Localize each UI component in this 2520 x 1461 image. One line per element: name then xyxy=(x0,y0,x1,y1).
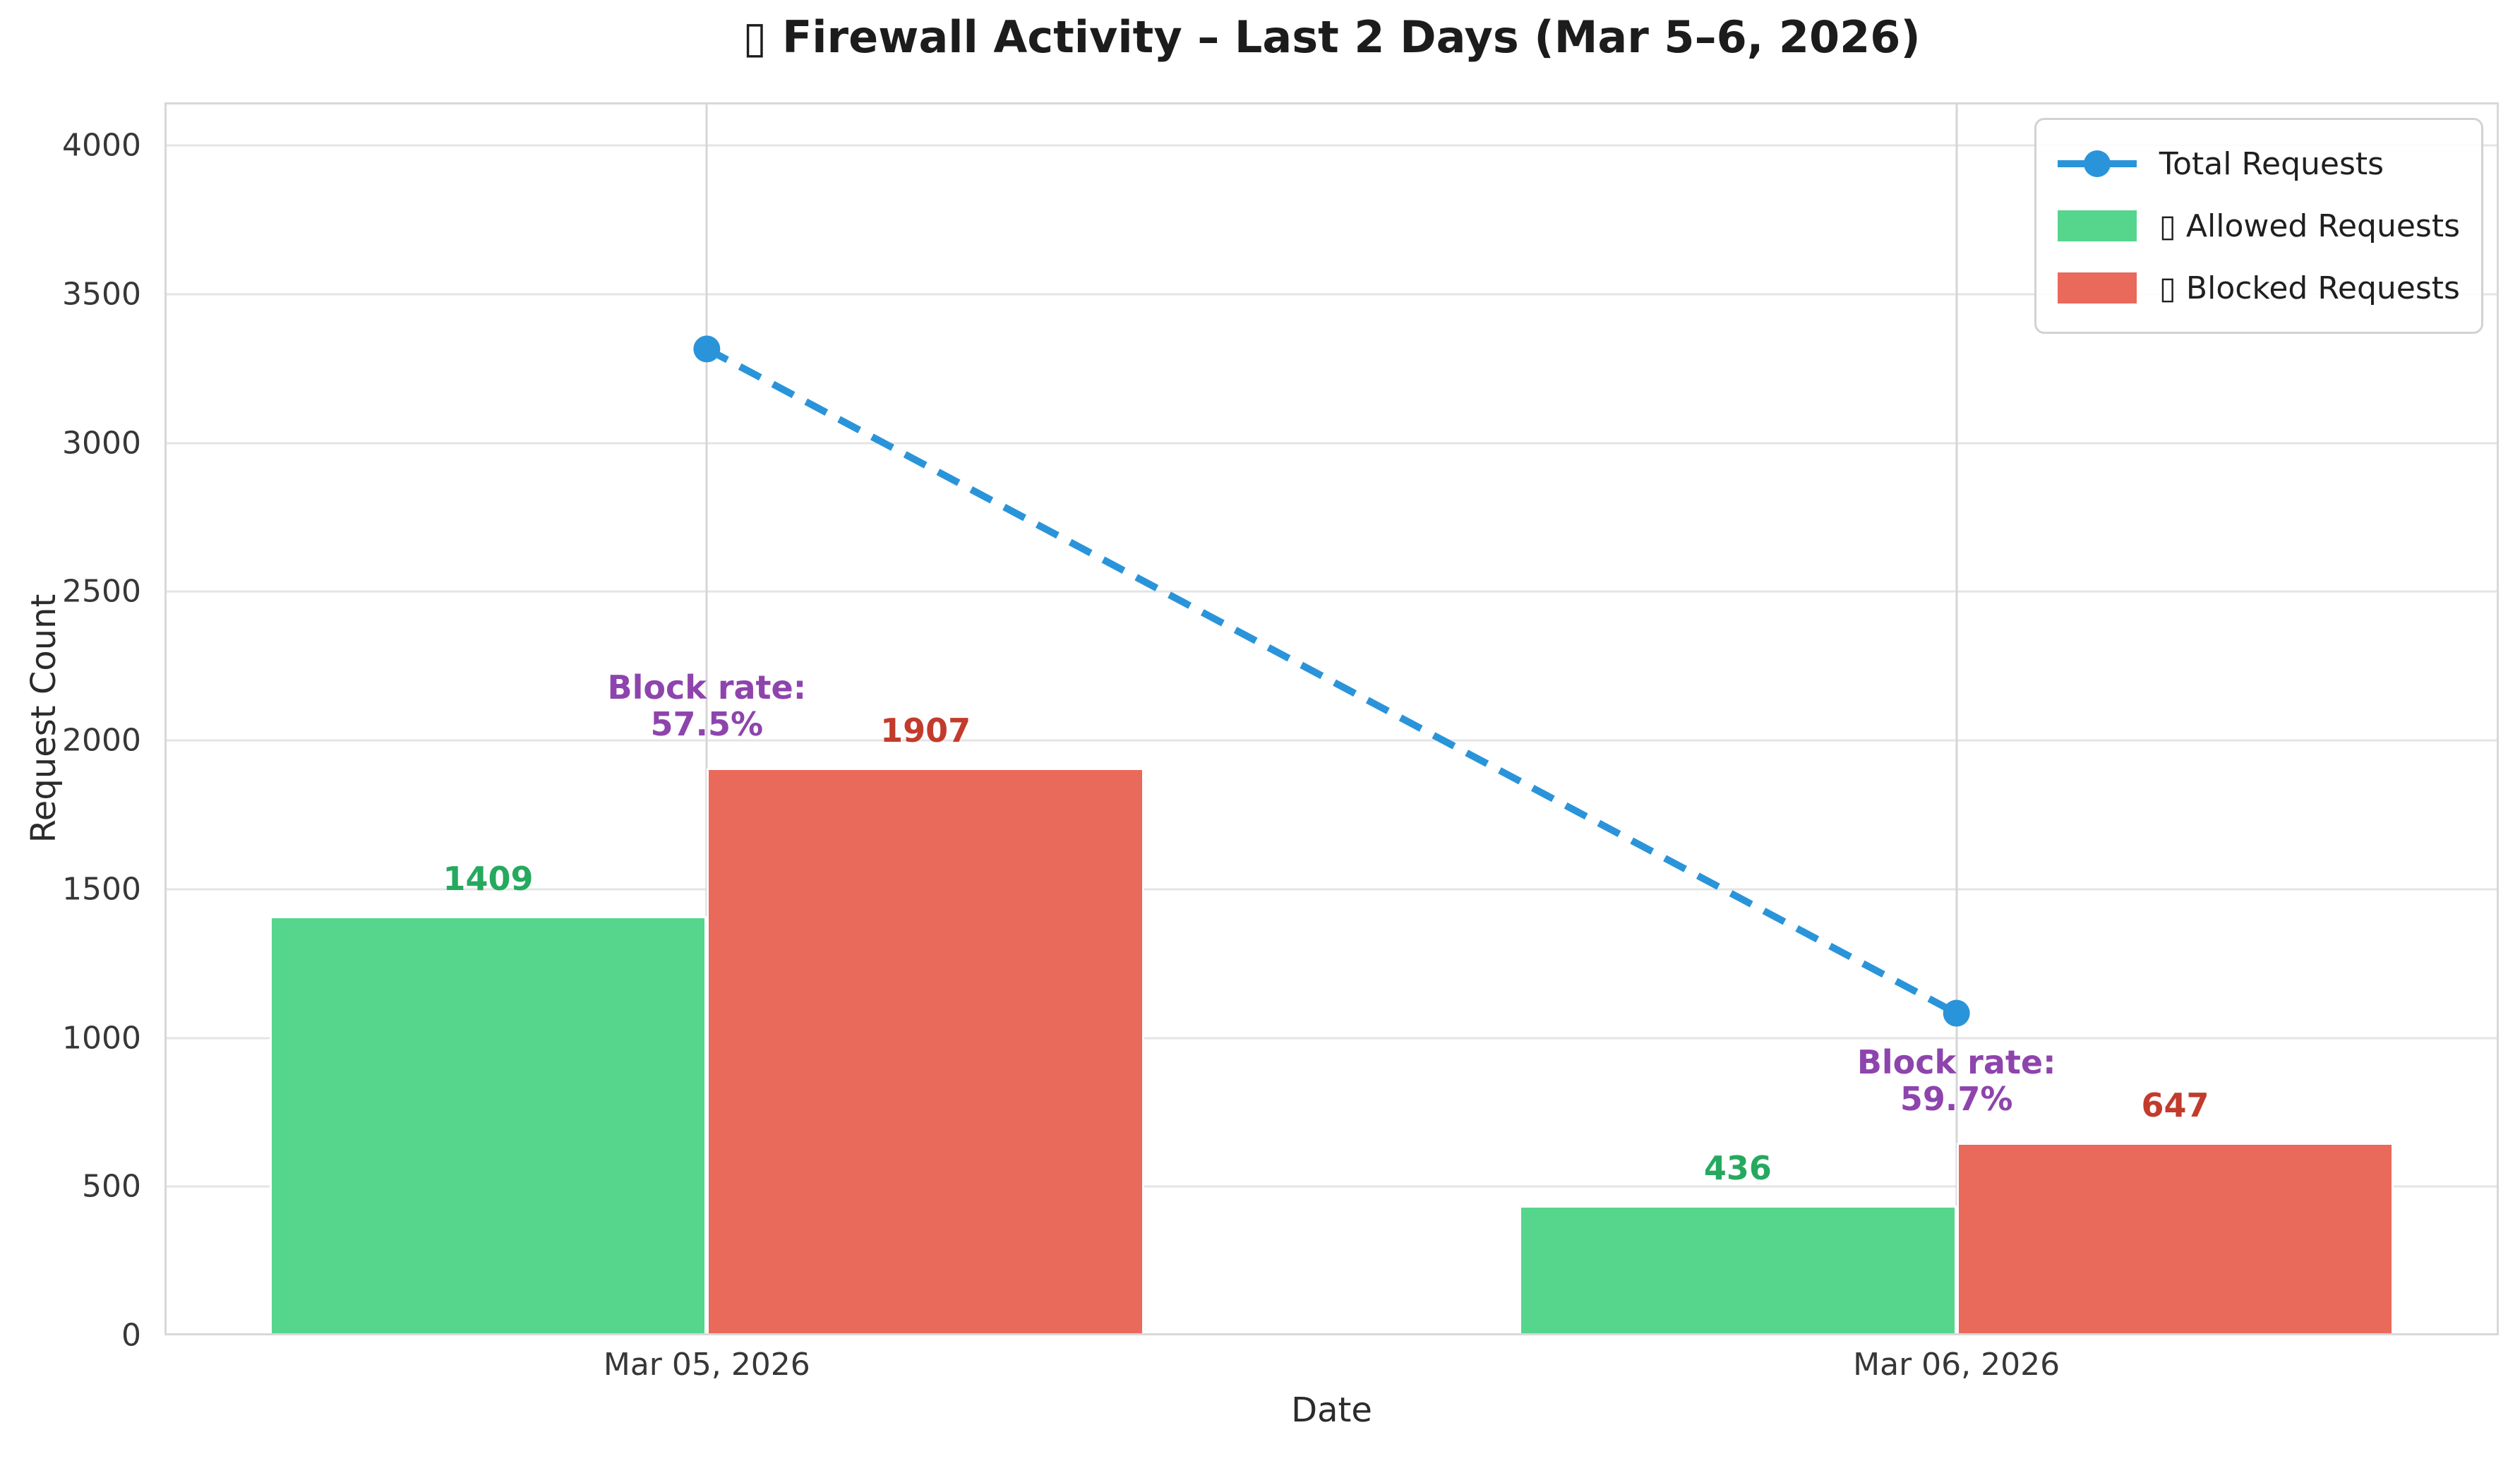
annotation-mar-05-2026: Block rate: 57.5% xyxy=(608,669,807,742)
y-tick-0: 0 xyxy=(121,1317,141,1354)
gridline-y-500 xyxy=(164,1185,2499,1188)
annotation-line-1: Block rate: xyxy=(607,668,807,707)
total-requests-line xyxy=(704,345,1959,1016)
gridline-x-mar-06-2026 xyxy=(1955,102,1958,1335)
y-tick-3500: 3500 xyxy=(62,276,141,313)
allowed-requests-value-mar-05-2026: 1409 xyxy=(443,860,534,898)
total-requests-line-layer xyxy=(693,335,1970,1027)
allowed-requests-bar-mar-06-2026 xyxy=(1519,1206,1957,1335)
plot-area: 1409 436 1907 647 Block rate: 57.5% Block rat… xyxy=(164,102,2499,1335)
annotation-line-1: Block rate: xyxy=(1856,1043,2056,1082)
gridline-x-mar-05-2026 xyxy=(705,102,708,1335)
y-tick-1500: 1500 xyxy=(62,871,141,908)
total-requests-legend-swatch xyxy=(2057,148,2137,179)
gridline-y-2500 xyxy=(164,590,2499,593)
gridline-y-1000 xyxy=(164,1037,2499,1040)
gridline-y-2000 xyxy=(164,739,2499,742)
total-requests-marker-mar-05-2026 xyxy=(693,335,721,363)
chart-title: ▯ Firewall Activity – Last 2 Days (Mar 5… xyxy=(743,11,1921,63)
annotation-line-2: 59.7% xyxy=(1900,1080,2013,1119)
y-tick-1000: 1000 xyxy=(62,1020,141,1057)
legend-label-blocked-requests: ▯ Blocked Requests xyxy=(2159,270,2460,306)
blocked-requests-legend-patch xyxy=(2057,272,2137,303)
total-requests-legend-marker xyxy=(2083,150,2111,177)
y-tick-4000: 4000 xyxy=(62,127,141,164)
y-tick-2000: 2000 xyxy=(62,722,141,759)
gridline-y-3500 xyxy=(164,293,2499,296)
y-tick-3000: 3000 xyxy=(62,425,141,462)
legend-label-allowed-requests: ▯ Allowed Requests xyxy=(2159,208,2460,244)
legend-items: Total Requests ▯ Allowed Requests ▯ Blocke… xyxy=(2057,133,2460,319)
allowed-requests-value-mar-06-2026: 436 xyxy=(1703,1149,1772,1188)
blocked-requests-bar-mar-05-2026 xyxy=(707,768,1144,1335)
legend-label-total-requests: Total Requests xyxy=(2159,145,2384,182)
allowed-requests-legend-swatch xyxy=(2057,210,2137,241)
x-tick-mar-06-2026: Mar 06, 2026 xyxy=(1853,1347,2060,1383)
y-axis-label: Request Count xyxy=(24,594,64,843)
gridline-y-1500 xyxy=(164,888,2499,891)
allowed-requests-bar-mar-05-2026 xyxy=(269,916,707,1335)
legend-item-blocked-requests: ▯ Blocked Requests xyxy=(2057,257,2460,319)
y-tick-500: 500 xyxy=(82,1168,141,1205)
x-axis-label: Date xyxy=(1291,1390,1372,1430)
blocked-requests-bar-mar-06-2026 xyxy=(1956,1143,2394,1335)
y-tick-2500: 2500 xyxy=(62,573,141,610)
total-requests-marker-mar-06-2026 xyxy=(1943,999,1970,1027)
blocked-requests-legend-swatch xyxy=(2057,272,2137,303)
x-tick-mar-05-2026: Mar 05, 2026 xyxy=(603,1347,810,1383)
legend: Total Requests ▯ Allowed Requests ▯ Blocke… xyxy=(2034,118,2483,334)
annotation-mar-06-2026: Block rate: 59.7% xyxy=(1857,1044,2056,1117)
blocked-requests-value-mar-05-2026: 1907 xyxy=(880,711,971,750)
blocked-requests-value-mar-06-2026: 647 xyxy=(2141,1086,2209,1125)
legend-item-allowed-requests: ▯ Allowed Requests xyxy=(2057,195,2460,257)
allowed-requests-legend-patch xyxy=(2057,210,2137,241)
annotation-line-2: 57.5% xyxy=(650,705,764,744)
gridline-y-4000 xyxy=(164,144,2499,147)
legend-item-total-requests: Total Requests xyxy=(2057,133,2460,195)
gridline-y-3000 xyxy=(164,442,2499,445)
